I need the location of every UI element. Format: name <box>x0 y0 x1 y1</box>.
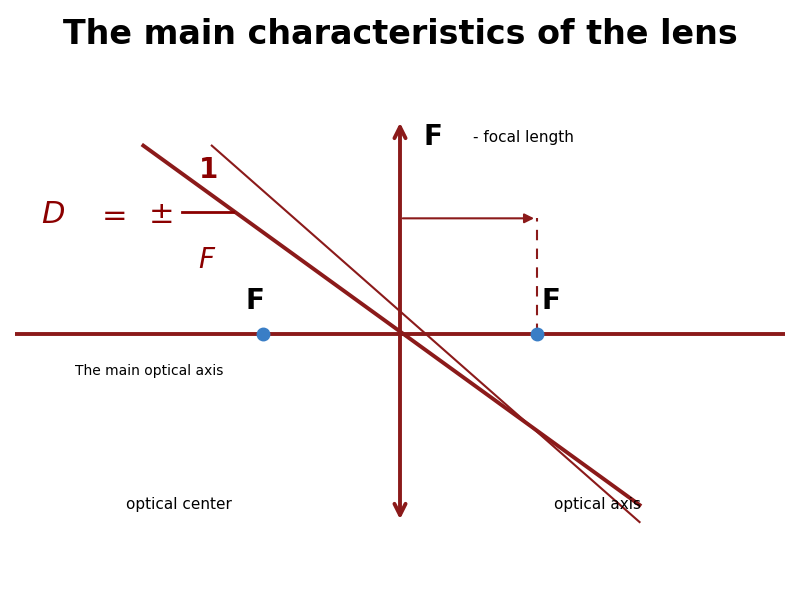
Text: The main optical axis: The main optical axis <box>75 364 223 378</box>
Text: optical center: optical center <box>126 497 232 512</box>
Text: - focal length: - focal length <box>473 130 574 145</box>
Text: $=$: $=$ <box>96 200 126 229</box>
Text: $\pm$: $\pm$ <box>148 200 172 229</box>
Text: F: F <box>541 287 560 315</box>
Text: $\mathit{D}$: $\mathit{D}$ <box>41 199 65 230</box>
Text: F: F <box>245 287 264 315</box>
Text: $\mathbf{1}$: $\mathbf{1}$ <box>198 156 217 184</box>
Text: optical axis: optical axis <box>554 497 641 512</box>
Text: The main characteristics of the lens: The main characteristics of the lens <box>62 18 738 51</box>
Text: F: F <box>424 123 443 151</box>
Text: $\mathit{F}$: $\mathit{F}$ <box>198 247 217 274</box>
